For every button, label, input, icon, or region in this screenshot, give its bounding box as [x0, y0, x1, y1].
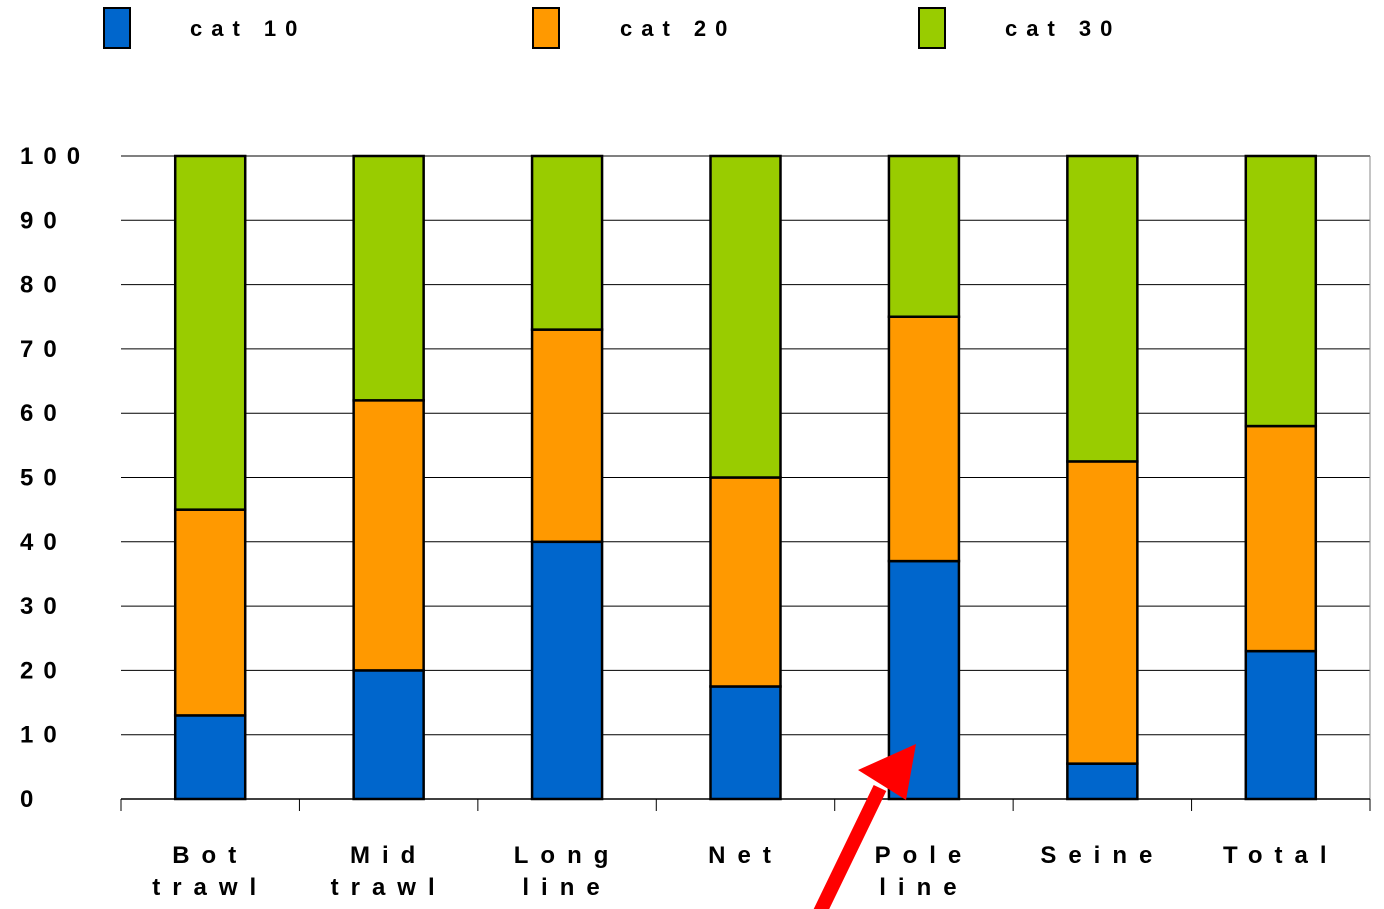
bar-stack-2	[352, 154, 425, 801]
y-tick-label-0: 0	[20, 786, 43, 813]
bar-segment-2-1	[352, 669, 425, 801]
y-tick-label-90: 90	[20, 207, 67, 234]
x-tick-label-2-1: Mid	[350, 842, 427, 869]
x-tick-label-3-1: Long	[514, 842, 621, 869]
x-tick-label-2-2: trawl	[331, 874, 447, 901]
y-axis: 0 10 20 30 40 50 60 70 80 90 100	[20, 143, 90, 813]
bar-segment-1-2	[173, 508, 247, 717]
legend-swatch-2	[532, 7, 560, 49]
y-tick-label-20: 20	[20, 657, 67, 684]
x-tick-label-7-1: Total	[1223, 842, 1339, 869]
x-tick-label-5-1: Pole	[875, 842, 974, 869]
y-tick-label-40: 40	[20, 529, 67, 556]
bar-segment-4-2	[709, 476, 782, 688]
x-tick-label-5-2: line	[879, 874, 968, 901]
y-tick-label-10: 10	[20, 722, 67, 749]
bar-segment-7-1	[1244, 649, 1318, 801]
x-axis: Bot trawl Mid trawl Long line Net Pole line Seine…	[120, 798, 1371, 901]
bar-segment-6-1	[1066, 762, 1139, 801]
bar-segment-7-2	[1244, 424, 1318, 653]
annotations	[813, 744, 916, 909]
x-tick-label-3-2: line	[522, 874, 611, 901]
bar-segment-5-2	[887, 315, 961, 563]
bars	[173, 154, 1318, 801]
bar-stack-3	[530, 154, 604, 801]
bar-segment-1-1	[173, 714, 247, 801]
y-tick-label-100: 100	[20, 143, 90, 170]
bar-segment-1-3	[173, 154, 247, 511]
bar-segment-4-3	[709, 154, 782, 479]
y-tick-label-80: 80	[20, 272, 67, 299]
bar-segment-3-2	[530, 328, 604, 544]
bar-segment-4-1	[709, 685, 782, 801]
bar-segment-6-2	[1066, 460, 1139, 765]
bar-segment-2-3	[352, 154, 425, 402]
legend-label-1: cat 10	[190, 16, 306, 41]
bar-stack-4	[709, 154, 782, 801]
legend-label-2: cat 20	[620, 16, 736, 41]
arrow-head	[858, 744, 916, 800]
legend-swatch-3	[918, 7, 946, 49]
bar-stack-6	[1066, 154, 1139, 801]
bar-segment-3-1	[530, 540, 604, 801]
bar-stack-7	[1244, 154, 1318, 801]
y-tick-label-30: 30	[20, 593, 67, 620]
y-tick-label-60: 60	[20, 400, 67, 427]
legend: cat 10 cat 20 cat 30	[103, 7, 1121, 49]
bar-segment-7-3	[1244, 154, 1318, 428]
bar-segment-5-3	[887, 154, 961, 318]
bar-stack-1	[173, 154, 247, 801]
arrow-shaft	[813, 784, 887, 909]
bar-segment-2-2	[352, 399, 425, 672]
x-tick-label-1-2: trawl	[152, 874, 268, 901]
y-tick-label-70: 70	[20, 336, 67, 363]
legend-label-3: cat 30	[1005, 16, 1121, 41]
y-tick-label-50: 50	[20, 465, 67, 492]
bar-segment-3-3	[530, 154, 604, 331]
x-tick-label-4-1: Net	[708, 842, 783, 869]
bar-stack-5	[887, 154, 961, 801]
bar-segment-6-3	[1066, 154, 1139, 463]
legend-swatch-1	[103, 7, 131, 49]
x-tick-label-6-1: Seine	[1040, 842, 1164, 869]
x-tick-label-1-1: Bot	[172, 842, 248, 869]
